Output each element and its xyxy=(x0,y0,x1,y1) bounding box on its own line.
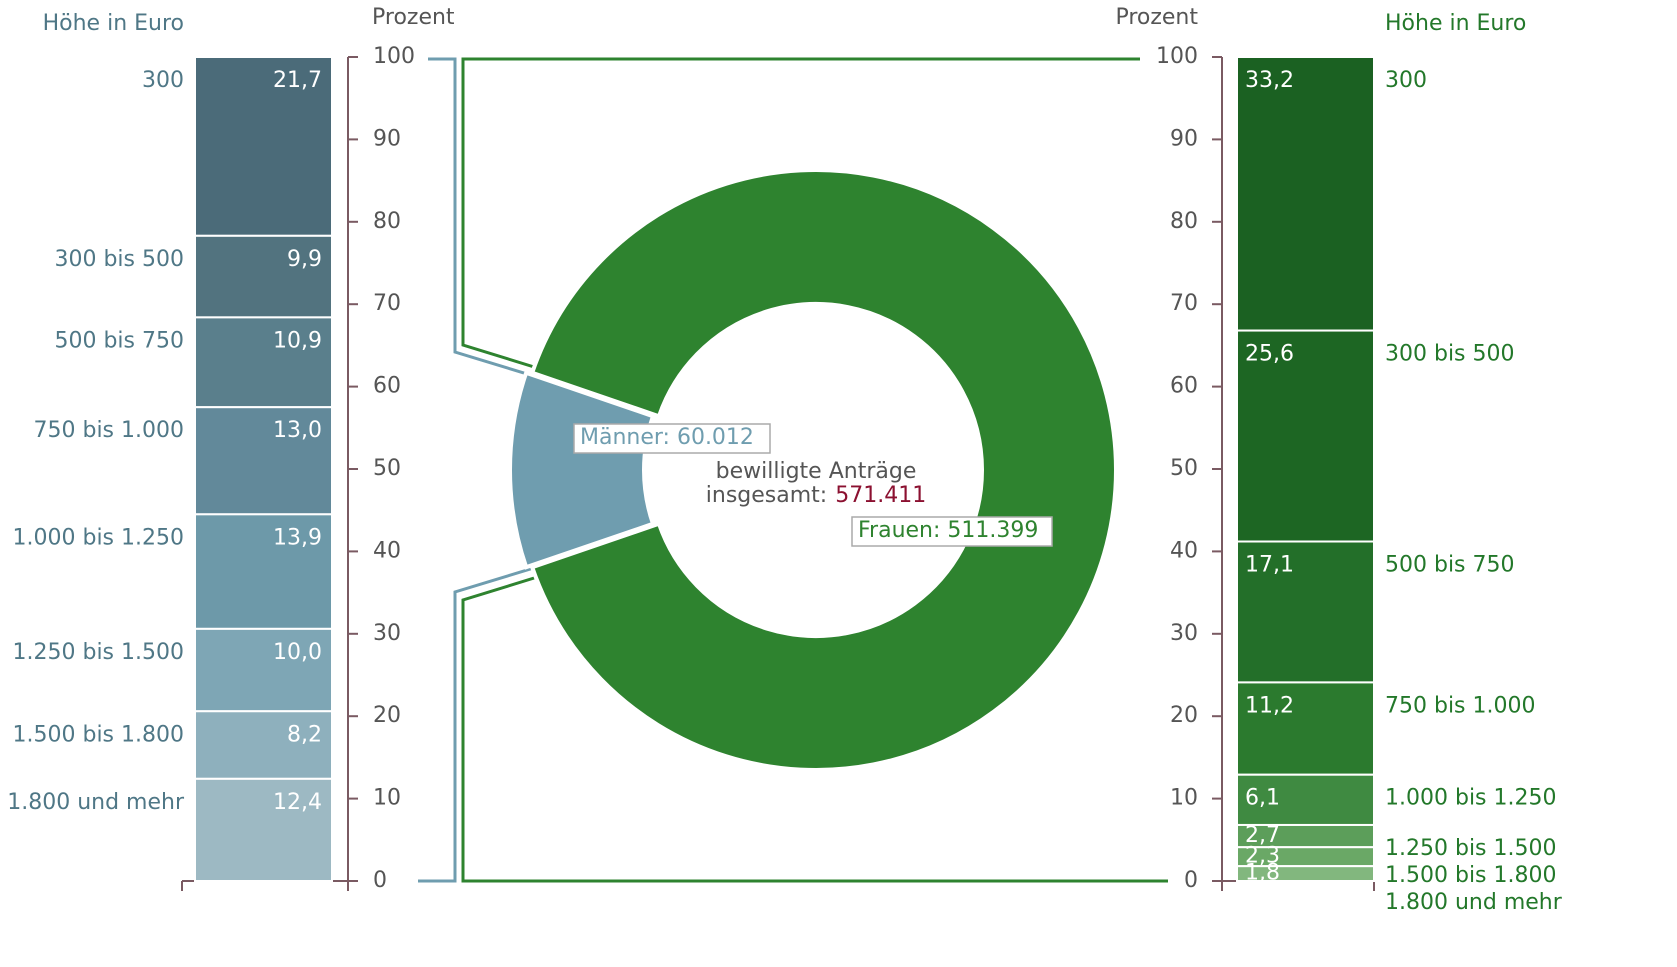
category-label: 300 xyxy=(1385,68,1427,93)
bar-segment xyxy=(1236,681,1375,776)
category-label: 300 bis 500 xyxy=(54,247,184,272)
category-label: 500 bis 750 xyxy=(1385,553,1515,578)
center-total: 571.411 xyxy=(835,483,926,508)
connector xyxy=(428,57,561,386)
value-label: 9,9 xyxy=(287,247,322,272)
value-label: 25,6 xyxy=(1245,342,1294,367)
category-label: 750 bis 1.000 xyxy=(34,418,185,443)
connector xyxy=(461,568,1168,883)
bar-segment xyxy=(194,406,333,516)
value-label: 2,3 xyxy=(1245,844,1280,869)
y-tick-label: 0 xyxy=(373,868,387,893)
bar-segment xyxy=(1236,773,1375,826)
y-tick-label: 60 xyxy=(1170,374,1198,399)
y-tick-label: 40 xyxy=(1170,538,1198,563)
label-box xyxy=(573,423,771,454)
bar-segment xyxy=(194,56,333,237)
y-tick-label: 80 xyxy=(373,209,401,234)
category-label: 1.000 bis 1.250 xyxy=(13,525,185,550)
y-tick-label: 60 xyxy=(373,374,401,399)
category-label: 500 bis 750 xyxy=(54,328,184,353)
value-label: 2,7 xyxy=(1245,823,1280,848)
y-tick-label: 10 xyxy=(373,786,401,811)
connector xyxy=(418,558,561,883)
value-label: 6,1 xyxy=(1245,786,1280,811)
y-tick-label: 10 xyxy=(1170,786,1198,811)
category-label: 1.500 bis 1.800 xyxy=(1385,863,1557,888)
value-label: 11,2 xyxy=(1245,693,1294,718)
y-tick-label: 70 xyxy=(373,291,401,316)
center-label-text: insgesamt: xyxy=(706,483,827,508)
bar-segment xyxy=(1236,329,1375,543)
category-title: Höhe in Euro xyxy=(43,11,184,36)
y-tick-label: 30 xyxy=(1170,621,1198,646)
value-label: 1,8 xyxy=(1245,861,1280,886)
bar-segment xyxy=(194,710,333,780)
category-label: 1.800 und mehr xyxy=(1385,890,1563,915)
donut-slice xyxy=(529,168,1118,772)
y-tick-label: 50 xyxy=(1170,456,1198,481)
category-title: Höhe in Euro xyxy=(1385,11,1526,36)
connector xyxy=(461,57,1140,377)
y-tick-label: 90 xyxy=(1170,126,1198,151)
bar-segment xyxy=(194,777,333,882)
bar-segment xyxy=(194,234,333,319)
bar-segment xyxy=(1236,56,1375,332)
y-tick-label: 50 xyxy=(373,456,401,481)
value-label: 17,1 xyxy=(1245,553,1294,578)
y-tick-label: 20 xyxy=(1170,703,1198,728)
slice-label: Frauen: 511.399 xyxy=(858,518,1038,543)
axis-title: Prozent xyxy=(1115,5,1198,30)
y-tick-label: 30 xyxy=(373,621,401,646)
category-label: 1.500 bis 1.800 xyxy=(13,722,185,747)
bar-segment xyxy=(194,513,333,630)
axis-title: Prozent xyxy=(372,5,455,30)
slice-label: Männer: 60.012 xyxy=(580,425,754,450)
y-tick-label: 40 xyxy=(373,538,401,563)
y-tick-label: 20 xyxy=(373,703,401,728)
value-label: 13,0 xyxy=(273,418,322,443)
y-tick-label: 90 xyxy=(373,126,401,151)
value-label: 8,2 xyxy=(287,722,322,747)
y-tick-label: 100 xyxy=(373,44,415,69)
center-label: bewilligte Anträge xyxy=(716,459,917,484)
bar-segment xyxy=(194,316,333,409)
bar-segment xyxy=(1236,865,1375,883)
value-label: 10,9 xyxy=(273,328,322,353)
y-tick-label: 0 xyxy=(1184,868,1198,893)
value-label: 12,4 xyxy=(273,790,322,815)
center-label: insgesamt: 571.411 xyxy=(706,483,926,508)
value-label: 21,7 xyxy=(273,68,322,93)
category-label: 750 bis 1.000 xyxy=(1385,693,1536,718)
y-tick-label: 70 xyxy=(1170,291,1198,316)
category-label: 1.250 bis 1.500 xyxy=(13,640,185,665)
category-label: 1.800 und mehr xyxy=(7,790,185,815)
y-tick-label: 100 xyxy=(1156,44,1198,69)
value-label: 33,2 xyxy=(1245,68,1294,93)
category-label: 1.250 bis 1.500 xyxy=(1385,836,1557,861)
donut-slice xyxy=(508,370,656,570)
label-box xyxy=(851,516,1053,547)
category-label: 1.000 bis 1.250 xyxy=(1385,786,1557,811)
y-tick-label: 80 xyxy=(1170,209,1198,234)
bar-segment xyxy=(1236,540,1375,684)
category-label: 300 bis 500 xyxy=(1385,342,1515,367)
value-label: 13,9 xyxy=(273,525,322,550)
connectors xyxy=(418,57,1168,883)
value-label: 10,0 xyxy=(273,640,322,665)
category-label: 300 xyxy=(142,68,184,93)
